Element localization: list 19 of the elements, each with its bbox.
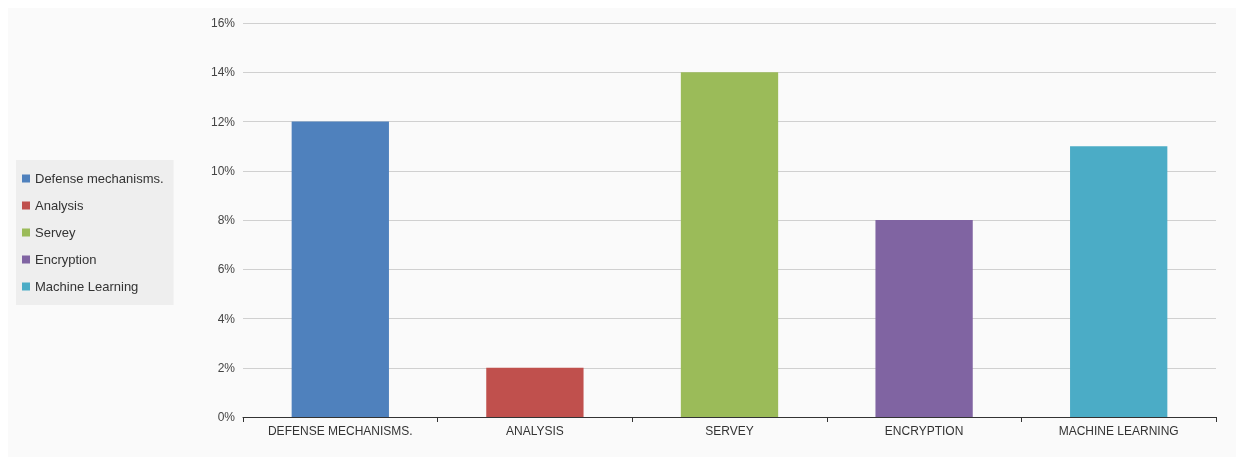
y-tick-label: 12% <box>210 114 236 129</box>
y-tick-label: 4% <box>217 311 236 326</box>
x-tick-label: ENCRYPTION <box>884 424 964 438</box>
legend-label: Machine Learning <box>35 279 139 294</box>
legend-label: Servey <box>35 225 76 240</box>
legend-label: Analysis <box>35 198 84 213</box>
y-tick-label: 8% <box>217 213 236 227</box>
y-tick-label: 2% <box>217 360 236 375</box>
x-tick-label: SERVEY <box>705 424 754 438</box>
y-tick-label: 0% <box>217 410 236 424</box>
y-tick-label: 6% <box>217 262 236 277</box>
x-tick-label: DEFENSE MECHANISMS. <box>267 424 413 438</box>
legend-label: Defense mechanisms. <box>35 171 164 186</box>
x-tick-label: ANALYSIS <box>505 424 564 438</box>
y-tick-label: 14% <box>210 65 236 80</box>
x-tick-label: MACHINE LEARNING <box>1058 424 1179 438</box>
y-tick-label: 16% <box>210 16 236 30</box>
y-tick-label: 10% <box>210 163 236 178</box>
legend-label: Encryption <box>35 252 97 267</box>
